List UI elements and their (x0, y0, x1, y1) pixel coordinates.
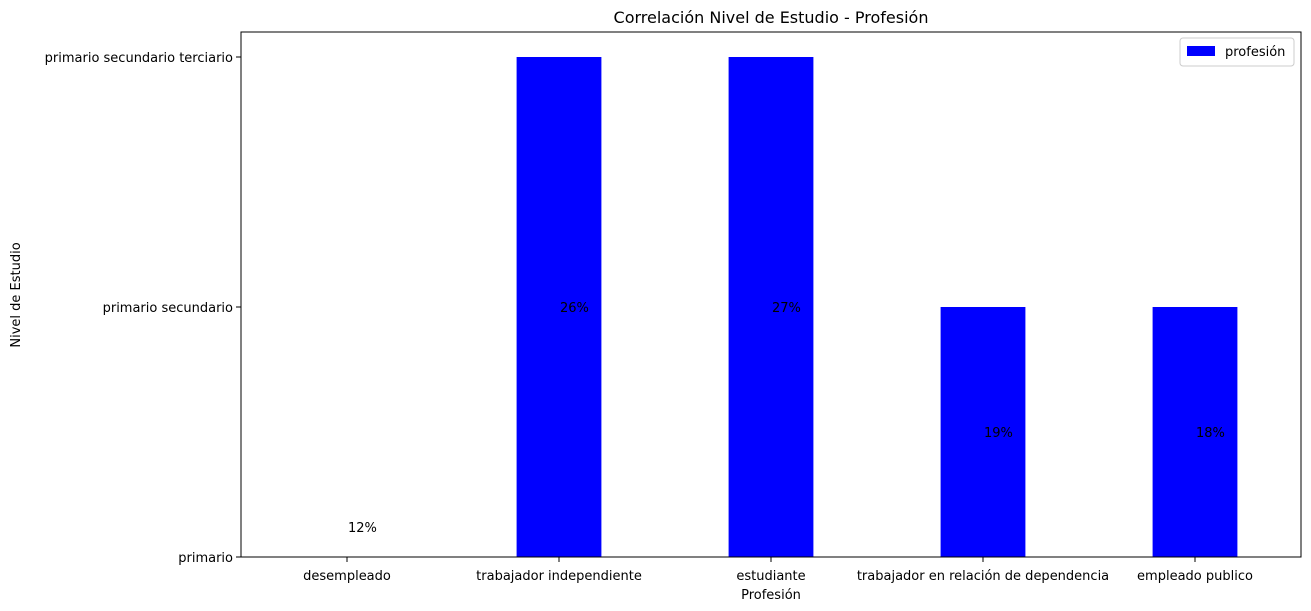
bar-4 (1152, 307, 1238, 557)
data-label-3: 19% (984, 426, 1013, 441)
data-label-0: 12% (348, 521, 377, 536)
legend-box (1179, 37, 1295, 67)
annotations-group: 12% 26% 27% 19% 18% (348, 301, 1225, 536)
plot-frame (240, 31, 1302, 558)
x-tick-label-4: empleado publico (1137, 569, 1253, 584)
x-tick-label-0: desempleado (303, 569, 391, 584)
y-axis-label: Nivel de Estudio (9, 242, 24, 347)
bars-group (516, 57, 1238, 557)
data-label-2: 27% (772, 301, 801, 316)
y-axis-ticks: primario primario secundario primario secu… (45, 51, 241, 566)
x-tick-label-3: trabajador en relación de dependencia (857, 569, 1109, 584)
y-tick-label-1: primario secundario (103, 301, 233, 316)
legend-label: profesión (1225, 45, 1285, 60)
bar-3 (940, 307, 1026, 557)
y-tick-label-0: primario (178, 551, 233, 566)
chart-title: Correlación Nivel de Estudio - Profesión (614, 8, 929, 27)
x-axis-label: Profesión (741, 588, 801, 603)
x-axis-ticks: desempleado trabajador independiente estud… (303, 557, 1253, 584)
x-tick-label-1: trabajador independiente (476, 569, 642, 584)
legend: profesión (1179, 37, 1295, 67)
data-label-4: 18% (1196, 426, 1225, 441)
x-tick-label-2: estudiante (736, 569, 805, 584)
bar-2 (728, 57, 814, 557)
legend-swatch (1187, 46, 1215, 56)
data-label-1: 26% (560, 301, 589, 316)
bar-1 (516, 57, 602, 557)
y-tick-label-2: primario secundario terciario (45, 51, 233, 66)
